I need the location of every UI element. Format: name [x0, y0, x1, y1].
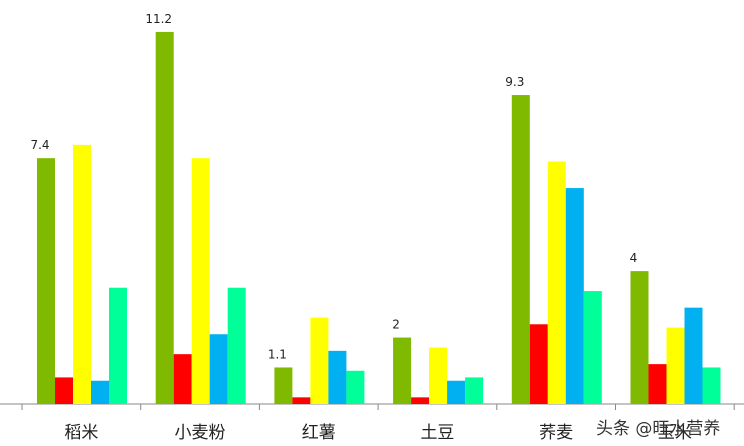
- category-label: 玉米: [658, 423, 692, 443]
- bar: [583, 291, 602, 404]
- bar: [109, 287, 127, 404]
- bar: [648, 364, 667, 404]
- data-label: 4: [630, 251, 638, 265]
- bar: [393, 337, 412, 404]
- bar: [173, 354, 192, 404]
- bar: [55, 377, 73, 404]
- data-label: 7.4: [30, 138, 49, 152]
- data-label: 1.1: [268, 347, 287, 361]
- category-label: 小麦粉: [175, 423, 226, 443]
- bar: [465, 377, 484, 404]
- bar: [547, 161, 566, 404]
- category-label: 红薯: [302, 423, 336, 443]
- bar: [91, 380, 109, 404]
- bar: [702, 367, 721, 404]
- bar: [346, 370, 365, 404]
- bar: [565, 188, 584, 404]
- bar: [328, 350, 347, 404]
- bar: [227, 287, 246, 404]
- bar: [155, 31, 174, 405]
- bar: [684, 307, 703, 404]
- bar: [429, 347, 448, 404]
- category-label: 荞麦: [539, 423, 573, 443]
- bar: [292, 397, 311, 404]
- bar: [447, 380, 466, 404]
- bar: [191, 158, 210, 404]
- bar: [411, 397, 430, 404]
- watermark-text: 头条 @旺水营养: [596, 419, 721, 439]
- data-label: 2: [392, 318, 400, 332]
- category-labels-group: 稻米 小麦粉 红薯 土豆 荞麦 玉米: [64, 423, 692, 443]
- x-axis-ticks: [21, 404, 735, 410]
- category-label: 土豆: [420, 423, 454, 443]
- bar: [666, 327, 685, 404]
- bar: [529, 324, 548, 404]
- bar: [274, 367, 293, 404]
- bar: [511, 95, 530, 405]
- category-label: 稻米: [64, 423, 98, 443]
- bar: [310, 317, 329, 404]
- data-label: 9.3: [505, 75, 524, 89]
- bar: [37, 158, 55, 404]
- bar: [209, 334, 228, 404]
- bar: [630, 271, 649, 404]
- data-label: 11.2: [145, 12, 172, 26]
- bars-group: [37, 31, 721, 405]
- bar: [73, 144, 91, 405]
- data-labels-group: 7.4 11.2 1.1 2 9.3 4: [30, 12, 637, 362]
